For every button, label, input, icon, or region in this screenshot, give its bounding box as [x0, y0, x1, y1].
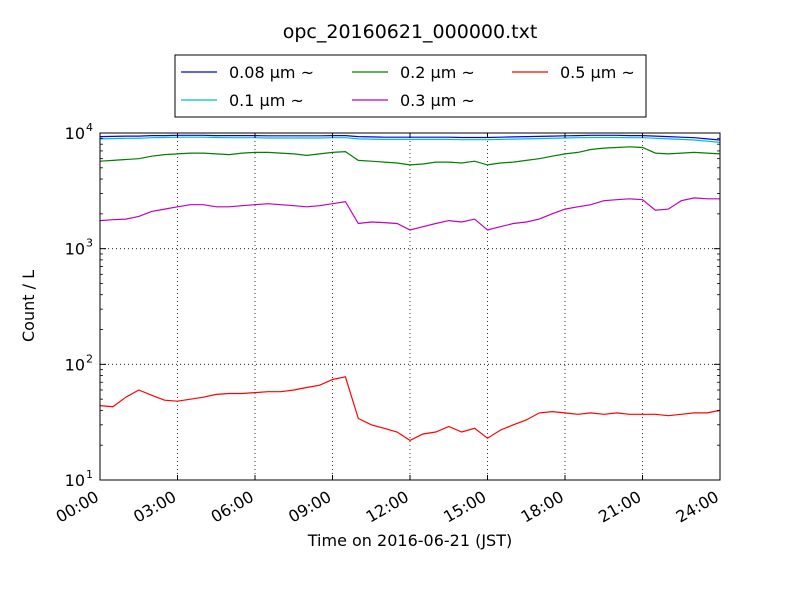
x-tick-label: 24:00 — [673, 487, 722, 527]
y-tick-exponent: 2 — [86, 352, 93, 365]
y-tick-label: 10 4 — [65, 121, 93, 143]
y-tick-label: 10 3 — [65, 237, 93, 259]
legend-label: 0.5 μm ~ — [560, 63, 635, 82]
y-tick-exponent: 4 — [86, 121, 93, 134]
y-tick-base: 10 — [65, 124, 85, 143]
y-axis-label: Count / L — [19, 270, 38, 342]
y-tick-base: 10 — [65, 355, 85, 374]
legend-label: 0.1 μm ~ — [229, 91, 304, 110]
x-axis-label: Time on 2016-06-21 (JST) — [307, 531, 512, 550]
x-tick-label: 18:00 — [518, 487, 567, 527]
y-tick-label: 10 1 — [65, 468, 93, 490]
series-line-4 — [99, 376, 721, 442]
y-tick-exponent: 3 — [86, 237, 93, 250]
x-tick-label: 06:00 — [208, 487, 257, 527]
legend-label: 0.08 μm ~ — [229, 63, 314, 82]
y-tick-base: 10 — [65, 471, 85, 490]
legend-label: 0.3 μm ~ — [400, 91, 475, 110]
x-tick-label: 21:00 — [595, 487, 644, 527]
series-line-1 — [99, 136, 721, 143]
grid — [100, 133, 720, 480]
x-tick-label: 15:00 — [440, 487, 489, 527]
legend-frame — [174, 54, 647, 118]
series-line-3 — [99, 197, 720, 231]
legend-label: 0.2 μm ~ — [400, 63, 475, 82]
y-tick-label: 10 2 — [65, 352, 93, 374]
y-tick-base: 10 — [65, 240, 85, 259]
chart-title: opc_20160621_000000.txt — [283, 21, 538, 43]
legend: 0.08 μm ~ 0.1 μm ~ 0.2 μm ~ 0.3 μm ~ 0.5 μm … — [174, 54, 647, 118]
y-tick-exponent: 1 — [86, 468, 93, 481]
x-tick-label: 00:00 — [53, 487, 102, 527]
x-tick-label: 09:00 — [285, 487, 334, 527]
x-tick-labels: 00:00 03:00 06:00 09:00 12:00 15:00 18:00 21:00… — [53, 487, 722, 527]
x-tick-label: 12:00 — [363, 487, 412, 527]
axis-ticks — [99, 132, 721, 481]
x-tick-label: 03:00 — [130, 487, 179, 527]
series-line-2 — [99, 146, 721, 166]
